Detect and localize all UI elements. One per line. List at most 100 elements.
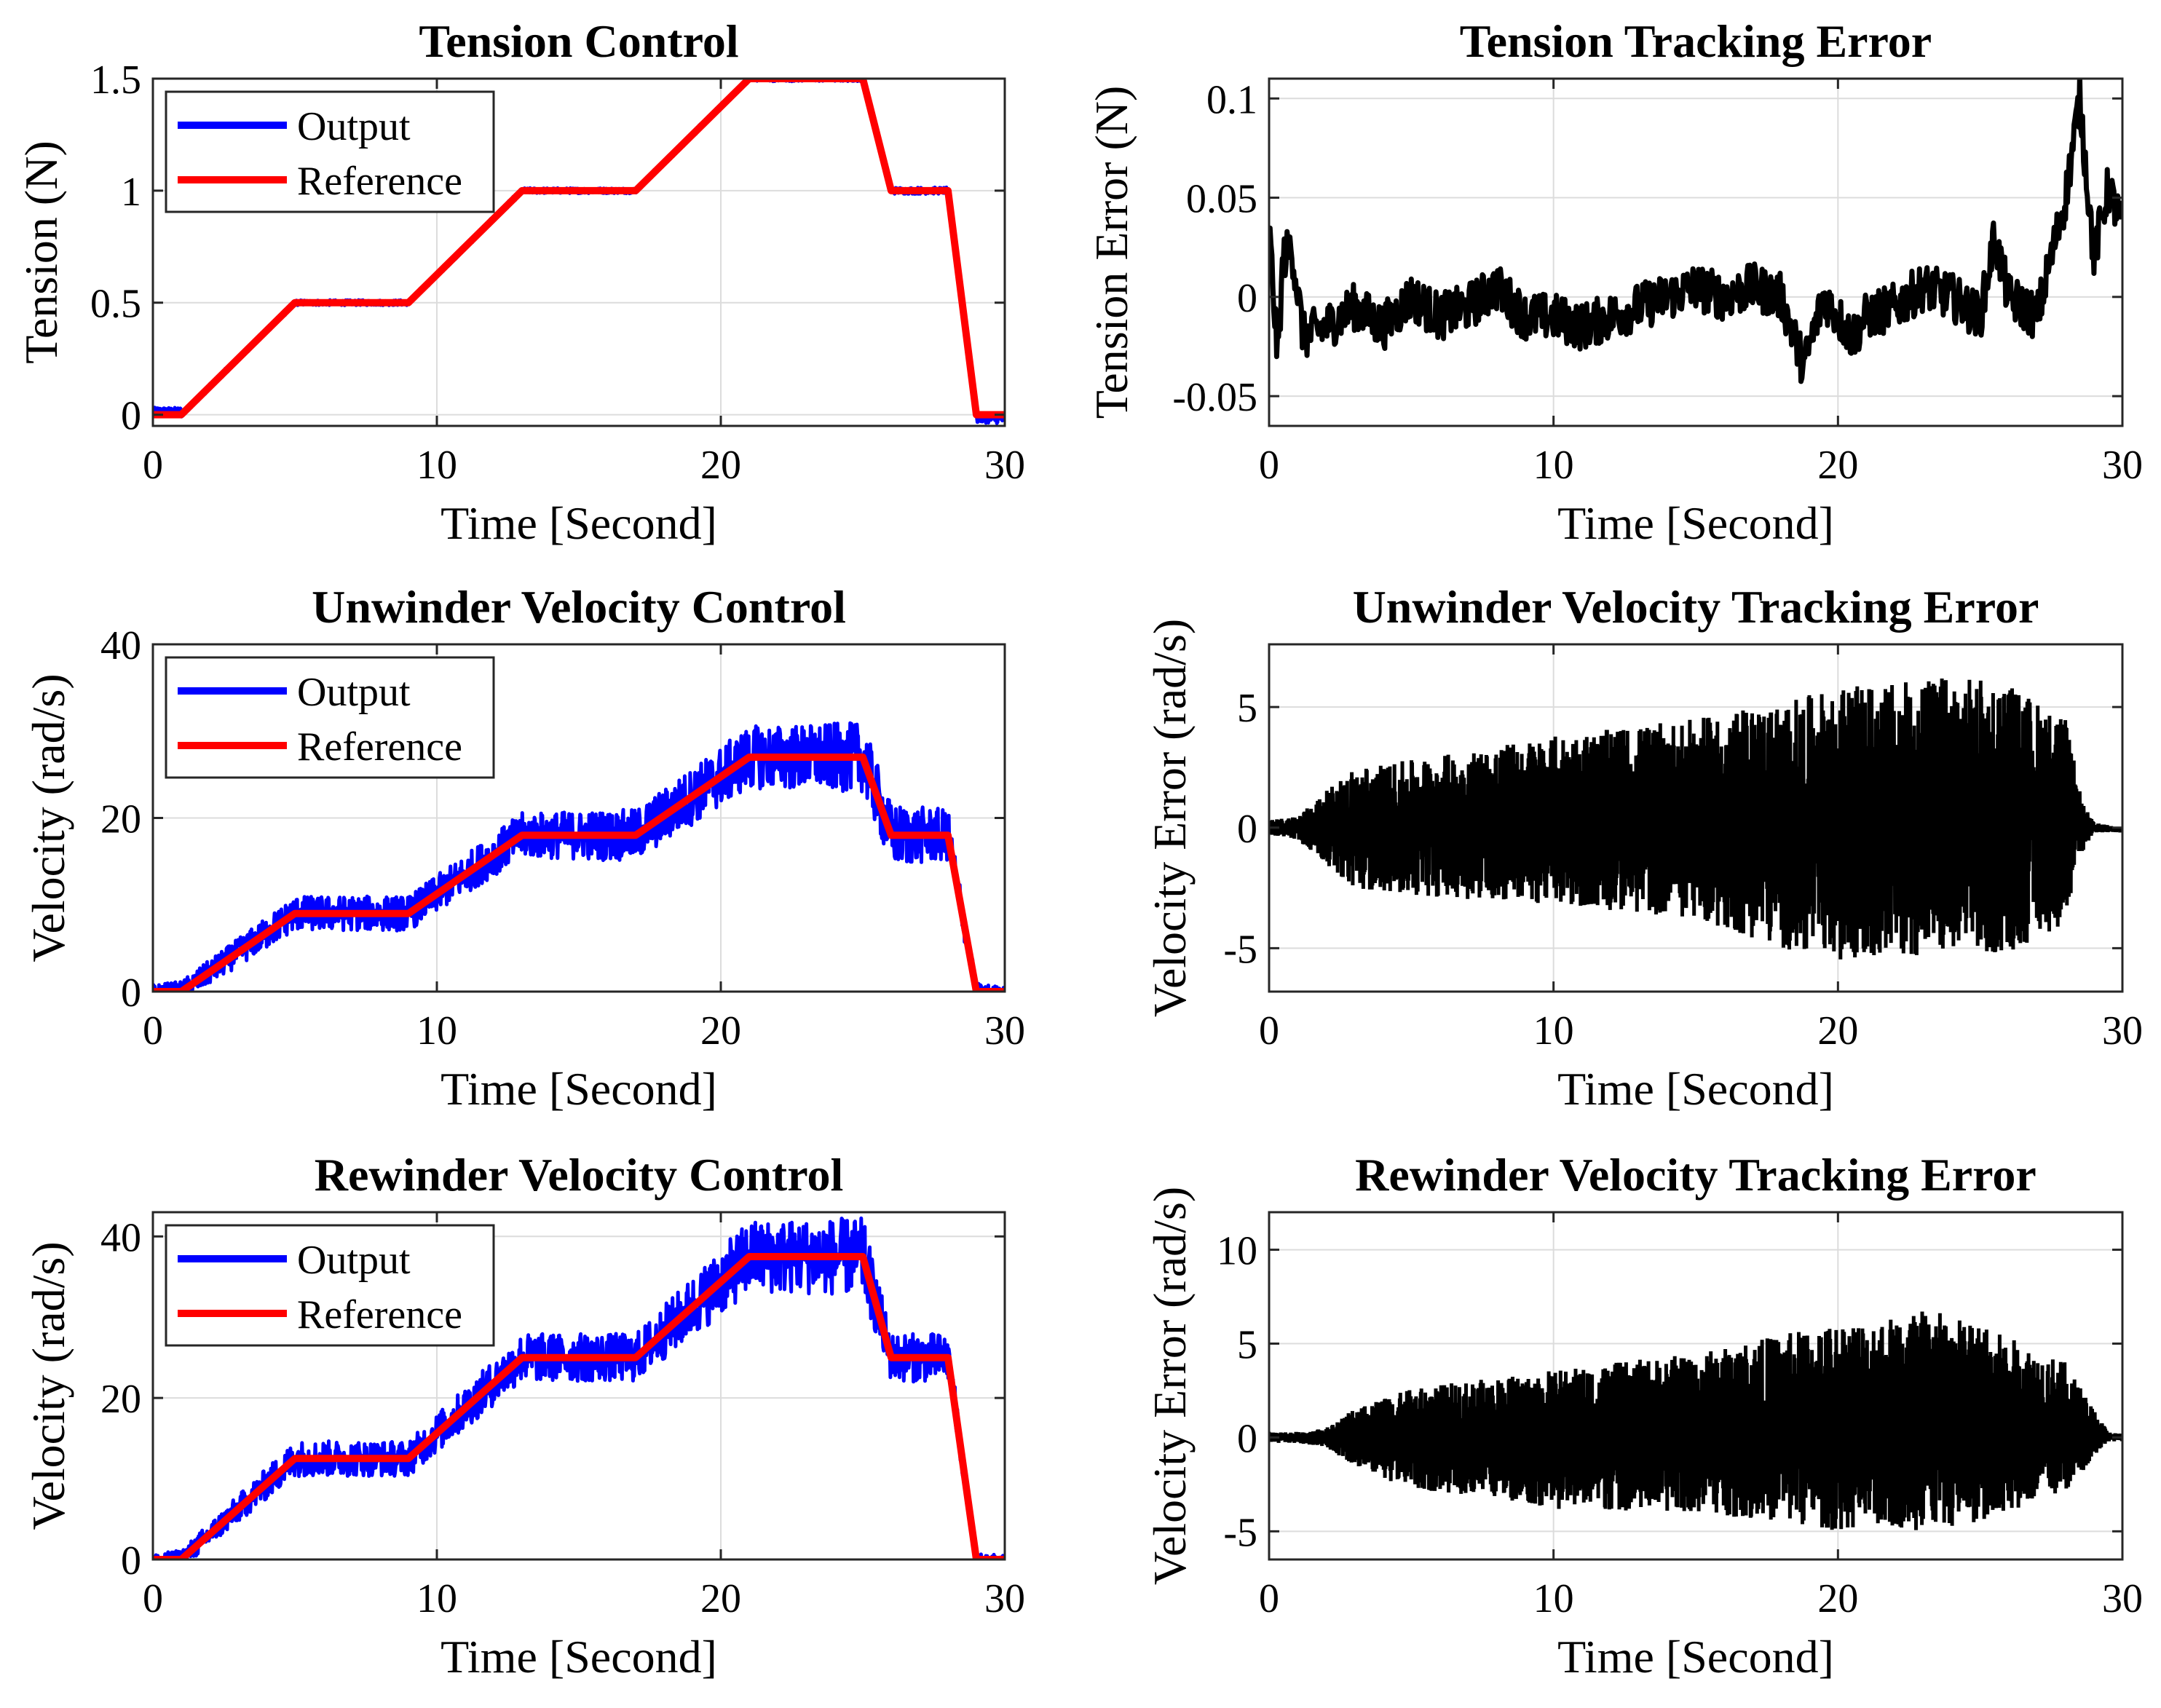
x-tick-label: 10 (1533, 1576, 1574, 1621)
x-tick-label: 10 (416, 443, 457, 488)
x-tick-label: 10 (416, 1576, 457, 1621)
series-group (1269, 79, 2122, 384)
y-axis-label: Velocity (rad/s) (23, 1241, 74, 1530)
y-tick-label: -5 (1223, 1510, 1257, 1555)
x-tick-label: 20 (700, 1008, 741, 1053)
y-axis-label: Tension (N) (15, 141, 67, 364)
x-axis-label: Time [Second] (441, 1063, 717, 1115)
x-tick-label: 30 (984, 443, 1025, 488)
x-tick-label: 30 (984, 1576, 1025, 1621)
y-tick-label: 10 (1217, 1229, 1257, 1274)
y-tick-label: 20 (100, 1377, 141, 1422)
legend-label-output: Output (297, 104, 411, 149)
chart-title: Unwinder Velocity Tracking Error (1353, 581, 2039, 633)
y-tick-label: 0 (121, 394, 141, 439)
y-tick-label: 0 (1237, 1416, 1257, 1461)
y-tick-label: 40 (100, 1215, 141, 1260)
x-axis-label: Time [Second] (1557, 497, 1834, 549)
x-axis-label: Time [Second] (1557, 1631, 1834, 1683)
y-tick-label: 5 (1237, 686, 1257, 731)
y-axis-label: Tension Error (N) (1086, 86, 1137, 419)
x-tick-label: 0 (1259, 1008, 1279, 1053)
y-tick-label: 0 (1237, 807, 1257, 852)
y-tick-label: 1 (121, 170, 141, 215)
x-tick-label: 20 (700, 1576, 741, 1621)
y-axis-label: Velocity Error (rad/s) (1144, 619, 1196, 1017)
x-tick-label: 10 (416, 1008, 457, 1053)
x-tick-label: 20 (1817, 1008, 1858, 1053)
legend-label-output: Output (297, 670, 411, 715)
series-group (153, 721, 1005, 992)
legend-label-output: Output (297, 1238, 411, 1283)
series-group (1269, 678, 2122, 960)
x-tick-label: 10 (1533, 1008, 1574, 1053)
legend: Output Reference (165, 90, 495, 213)
y-tick-label: 0 (121, 1538, 141, 1584)
output-series-line (153, 1216, 1005, 1559)
axes-frame (1268, 77, 2124, 427)
x-tick-label: 30 (984, 1008, 1025, 1053)
x-axis-label: Time [Second] (1557, 1063, 1834, 1115)
y-tick-label: -0.05 (1172, 375, 1257, 420)
series-group (1269, 1311, 2122, 1530)
x-tick-label: 30 (2102, 443, 2143, 488)
x-tick-label: 0 (143, 443, 163, 488)
legend-label-reference: Reference (297, 159, 462, 204)
chart-title: Rewinder Velocity Tracking Error (1355, 1149, 2036, 1201)
charts-container: 0 10 20 30 0 0.5 1 1.5 Tension Control Time [Seco… (15, 15, 2143, 1683)
tension-control-chart: 0 10 20 30 0 0.5 1 1.5 Tension Control Time [Seco… (15, 15, 1025, 549)
series-group (153, 79, 1005, 425)
rewinder-control-chart: 0 10 20 30 0 20 40 Rewinder Velocity Control Tim… (23, 1149, 1025, 1683)
reference-series-line (153, 754, 1005, 992)
x-tick-label: 0 (143, 1576, 163, 1621)
chart-title: Tension Control (419, 15, 738, 67)
legend-label-reference: Reference (297, 1292, 462, 1337)
legend-box (165, 90, 495, 213)
plot-area (1269, 79, 2122, 426)
x-axis-label: Time [Second] (441, 1631, 717, 1683)
axes-frame (151, 77, 1006, 427)
x-tick-label: 20 (1817, 1576, 1858, 1621)
reference-series-line (153, 1253, 1005, 1559)
y-tick-label: 20 (100, 797, 141, 842)
x-tick-label: 0 (143, 1008, 163, 1053)
axes-frame (1268, 643, 2124, 993)
chart-title: Tension Tracking Error (1460, 15, 1932, 67)
legend-box (165, 656, 495, 779)
legend-box (165, 1224, 495, 1347)
y-tick-label: 0 (121, 970, 141, 1016)
x-tick-label: 20 (700, 443, 741, 488)
error-series-line (1269, 1311, 2122, 1530)
y-tick-label: 0.5 (90, 282, 141, 327)
x-tick-label: 20 (1817, 443, 1858, 488)
error-series-line (1269, 678, 2122, 960)
x-tick-label: 0 (1259, 443, 1279, 488)
y-tick-label: 5 (1237, 1322, 1257, 1367)
y-tick-label: -5 (1223, 927, 1257, 972)
legend: Output Reference (165, 656, 495, 779)
legend-label-reference: Reference (297, 724, 462, 770)
error-series-line (1269, 79, 2122, 384)
x-tick-label: 30 (2102, 1008, 2143, 1053)
unwinder-control-chart: 0 10 20 30 0 20 40 Unwinder Velocity Control Tim… (23, 581, 1025, 1115)
legend: Output Reference (165, 1224, 495, 1347)
y-tick-label: 40 (100, 623, 141, 668)
y-tick-label: 0 (1237, 276, 1257, 321)
chart-title: Rewinder Velocity Control (315, 1149, 844, 1201)
series-group (153, 1216, 1005, 1559)
chart-title: Unwinder Velocity Control (312, 581, 846, 633)
x-tick-label: 0 (1259, 1576, 1279, 1621)
axes-frame (1268, 1211, 2124, 1561)
x-axis-label: Time [Second] (441, 497, 717, 549)
x-tick-label: 10 (1533, 443, 1574, 488)
y-tick-label: 1.5 (90, 58, 141, 103)
y-axis-label: Velocity (rad/s) (23, 673, 74, 962)
x-tick-label: 30 (2102, 1576, 2143, 1621)
reference-series-line (153, 79, 1005, 419)
axes-frame (151, 1211, 1006, 1561)
y-axis-label: Velocity Error (rad/s) (1144, 1187, 1196, 1585)
